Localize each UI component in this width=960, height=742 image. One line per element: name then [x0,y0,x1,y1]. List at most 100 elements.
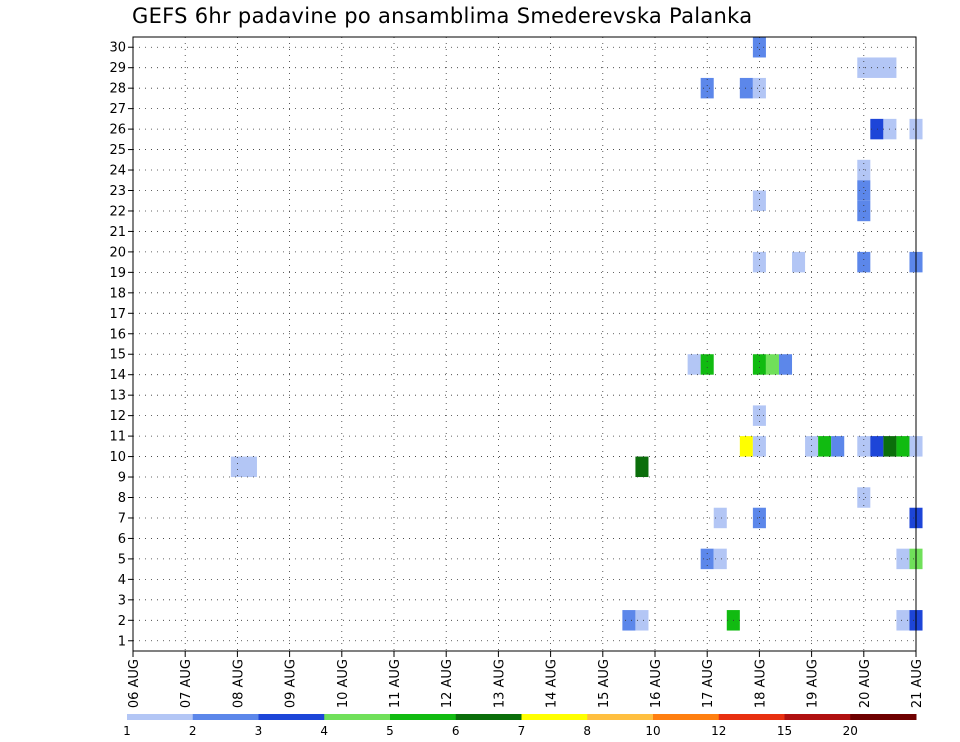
heatmap-cell [818,436,832,457]
heatmap-cell [713,507,727,529]
heatmap-cell [687,354,701,375]
heatmap-cell [857,57,897,78]
y-tick-label: 4 [118,573,126,588]
x-tick-label: 11 AUG [388,659,403,708]
y-tick-label: 23 [109,184,126,199]
y-tick-label: 8 [118,491,126,506]
heatmap-cell [870,118,884,140]
y-tick-label: 17 [109,307,126,322]
y-tick-label: 12 [109,409,126,424]
x-tick-label: 09 AUG [284,659,299,708]
heatmap-cell [831,436,845,457]
heatmap-cell [752,436,766,457]
x-tick-labels: 06 AUG 07 AUG 08 AUG 09 AUG 10 AUG 11 AUG 12 A… [127,651,925,708]
y-tick-label: 26 [109,123,126,138]
colorbar-label: 20 [843,724,858,738]
x-tick-label: 19 AUG [806,659,821,708]
heatmap-cell [752,190,766,211]
y-tick-label: 20 [109,245,126,260]
y-tick-label: 5 [118,552,126,567]
colorbar-label: 6 [452,724,460,738]
y-tick-label: 28 [109,82,126,97]
heatmap-cell [230,456,257,478]
cells-layer [230,37,923,631]
x-tick-label: 08 AUG [231,659,246,708]
y-tick-label: 9 [118,471,126,486]
heatmap-cell [805,436,819,457]
heatmap-cell [857,251,871,273]
colorbar-label: 12 [711,724,726,738]
heatmap-cell [752,354,766,375]
heatmap-cell [739,77,753,99]
y-tick-label: 1 [118,634,126,649]
heatmap-cell [700,354,714,375]
heatmap-cell [713,548,727,570]
x-tick-label: 17 AUG [701,659,716,708]
x-tick-label: 21 AUG [910,659,925,708]
heatmap-cell [857,487,871,508]
heatmap-cell [778,354,793,375]
y-tick-label: 11 [109,430,126,445]
heatmap-cell [896,548,910,570]
colorbar-segment [324,714,391,720]
x-tick-label: 16 AUG [649,659,664,708]
heatmap-cell [635,456,649,478]
colorbar-segment [521,714,588,720]
heatmap-cell [622,610,636,631]
colorbar-label: 4 [320,724,328,738]
colorbar-label: 8 [583,724,591,738]
heatmap-cell [896,436,910,457]
heatmap-cell [883,436,897,457]
colorbar-label: 5 [386,724,394,738]
y-tick-label: 29 [109,61,126,76]
x-tick-label: 14 AUG [545,659,560,708]
y-tick-label: 25 [109,143,126,158]
y-tick-label: 16 [109,327,126,342]
colorbar-segment [455,714,522,720]
colorbar-label: 15 [777,724,792,738]
y-tick-label: 13 [109,389,126,404]
heatmap-cell [765,354,779,375]
grid-layer [133,37,916,651]
colorbar: 1 2 3 4 5 6 7 8 10 12 15 20 [123,714,917,738]
y-tick-label: 18 [109,286,126,301]
y-tick-label: 3 [118,593,126,608]
y-tick-label: 21 [109,225,126,240]
heatmap-cell [752,77,766,99]
colorbar-segment [784,714,851,720]
heatmap-cell [857,436,871,457]
heatmap-cell [752,37,766,58]
y-tick-label: 30 [109,41,126,56]
x-tick-label: 13 AUG [492,659,507,708]
colorbar-segment [718,714,785,720]
colorbar-label: 10 [645,724,660,738]
colorbar-segment [653,714,720,720]
x-tick-label: 10 AUG [336,659,351,708]
colorbar-label: 7 [518,724,526,738]
colorbar-segment [192,714,259,720]
heatmap-cell [635,610,649,631]
y-tick-label: 19 [109,266,126,281]
y-tick-label: 7 [118,511,126,526]
y-tick-label: 2 [118,614,126,629]
y-tick-label: 24 [109,164,126,179]
colorbar-segment [258,714,325,720]
heatmap-cell [739,436,753,457]
heatmap-cell [700,77,714,99]
y-tick-labels: 1234567891011121314151617181920212223242… [109,41,133,649]
x-tick-label: 18 AUG [753,659,768,708]
heatmap-cell [700,548,714,570]
y-tick-label: 15 [109,348,126,363]
colorbar-label: 1 [123,724,131,738]
heatmap-cell [857,159,871,181]
y-tick-label: 14 [109,368,126,383]
y-tick-label: 27 [109,102,126,117]
y-tick-label: 10 [109,450,126,465]
heatmap-cell [792,251,806,273]
heatmap-cell [857,200,871,222]
x-tick-label: 07 AUG [179,659,194,708]
chart-title: GEFS 6hr padavine po ansamblima Smederev… [132,4,753,28]
x-tick-label: 20 AUG [858,659,873,708]
heatmap-cell [896,610,910,631]
